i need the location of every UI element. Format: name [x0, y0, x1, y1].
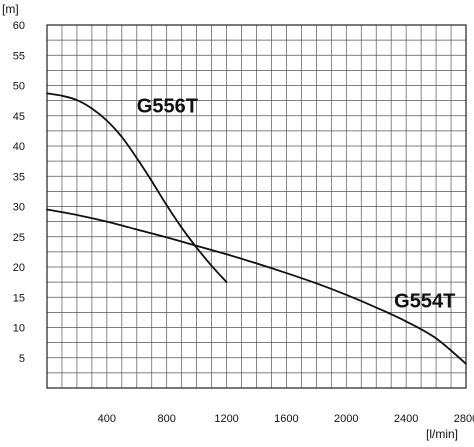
x-tick-label: 1200	[214, 413, 238, 425]
y-tick-label: 50	[13, 81, 25, 93]
grid	[47, 25, 466, 388]
y-axis-label: [m]	[2, 2, 19, 16]
x-tick-label: 1600	[274, 413, 298, 425]
y-tick-label: 35	[13, 171, 25, 183]
x-tick-label: 400	[98, 413, 116, 425]
y-tick-label: 40	[13, 141, 25, 153]
plot-border	[46, 24, 467, 389]
x-tick-label: 2400	[394, 413, 418, 425]
series-labels: G556T G554T	[137, 96, 456, 313]
y-tick-label: 25	[13, 232, 25, 244]
y-tick-label: 30	[13, 202, 25, 214]
y-tick-label: 20	[13, 262, 25, 274]
x-axis-label: [l/min]	[426, 427, 458, 441]
y-tick-label: 45	[13, 111, 25, 123]
x-tick-label: 2000	[334, 413, 358, 425]
series-lines	[46, 92, 467, 365]
series-line-g554t	[46, 208, 467, 365]
x-tick-label: 800	[158, 413, 176, 425]
y-tick-label: 5	[19, 353, 25, 365]
series-line-g556t	[46, 92, 228, 284]
tick-labels: 5 10 15 20 25 30 35 40 45 50 55 60 400 800 1200 1600 200…	[13, 20, 474, 425]
y-tick-label: 60	[13, 20, 25, 32]
x-tick-label: 2800	[454, 413, 474, 425]
y-tick-label: 55	[13, 50, 25, 62]
plot-frame	[46, 24, 467, 389]
y-tick-label: 15	[13, 292, 25, 304]
y-tick-label: 10	[13, 323, 25, 335]
series-label-g556t: G556T	[137, 96, 198, 118]
series-label-g554t: G554T	[394, 291, 455, 313]
